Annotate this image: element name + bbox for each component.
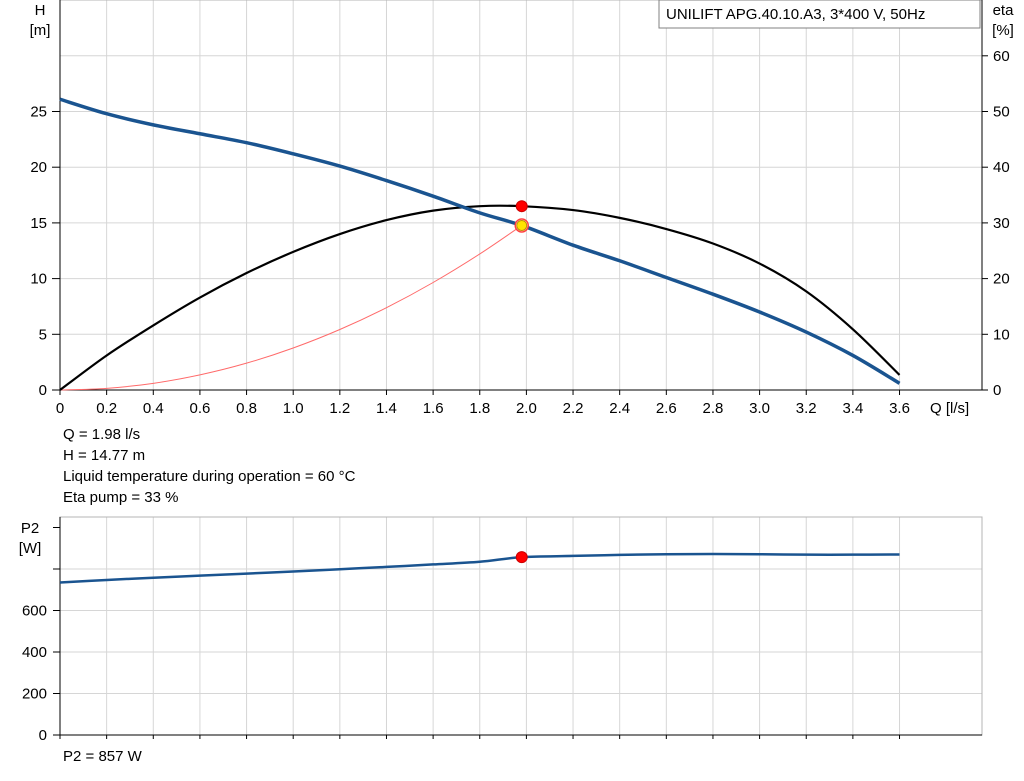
y-right-tick-label: 40	[993, 159, 1010, 176]
top-plot-axes: 0 0.2 0.4 0.6 0.8 1.0 1.2 1.4 1.6 1.8 2.0 2.2 2.4 2.6…	[30, 0, 1010, 417]
bottom-plot-series	[59, 551, 900, 584]
x-tick-label: 2.2	[563, 400, 584, 417]
x-tick-label: 3.2	[796, 400, 817, 417]
x-tick-label: 0.4	[143, 400, 164, 417]
p2-tick-label: 0	[39, 727, 47, 744]
bottom-plot-grid	[59, 517, 982, 735]
p2-operating-point	[515, 551, 528, 564]
y-right-tick-label: 10	[993, 326, 1010, 343]
x-tick-label: 0	[56, 400, 64, 417]
x-tick-label: 2.6	[656, 400, 677, 417]
readout-q: Q = 1.98 l/s	[63, 426, 141, 443]
p2-tick-label: 200	[22, 686, 47, 703]
y-left-tick-label: 10	[30, 271, 47, 288]
x-tick-label: 3.6	[889, 400, 910, 417]
top-plot-grid	[59, 0, 982, 390]
x-tick-label: 1.8	[469, 400, 490, 417]
y-right-tick-label: 30	[993, 215, 1010, 232]
x-tick-label: 1.0	[283, 400, 304, 417]
y-axis-left-title-line2: [m]	[30, 22, 51, 39]
y-right-tick-label: 50	[993, 104, 1010, 121]
x-tick-label: 1.4	[376, 400, 397, 417]
y-axis-right-title-line2: [%]	[992, 22, 1014, 39]
x-tick-label: 0.6	[189, 400, 210, 417]
p2-axis-title-line2: [W]	[19, 540, 42, 557]
readout-temperature: Liquid temperature during operation = 60…	[63, 468, 356, 485]
y-right-tick-label: 60	[993, 48, 1010, 65]
y-left-tick-label: 25	[30, 104, 47, 121]
x-tick-label: 1.6	[423, 400, 444, 417]
bottom-plot-frame	[59, 516, 983, 736]
x-tick-label: 0.2	[96, 400, 117, 417]
x-tick-label: 3.0	[749, 400, 770, 417]
y-left-tick-label: 15	[30, 215, 47, 232]
x-tick-label: 0.8	[236, 400, 257, 417]
x-tick-label: 1.2	[329, 400, 350, 417]
top-plot-frame	[59, 0, 983, 391]
y-right-tick-label: 20	[993, 271, 1010, 288]
head-curve	[59, 97, 901, 385]
x-tick-label: 2.0	[516, 400, 537, 417]
y-left-tick-label: 0	[39, 382, 47, 399]
p2-tick-label: 600	[22, 603, 47, 620]
p2-curve	[59, 552, 900, 584]
p2-axis-title-line1: P2	[21, 520, 39, 537]
top-plot-series	[59, 97, 901, 391]
system-curve	[59, 225, 523, 391]
chart-title: UNILIFT APG.40.10.A3, 3*400 V, 50Hz	[666, 6, 925, 23]
y-axis-left-title-line1: H	[35, 2, 46, 19]
x-tick-label: 2.4	[609, 400, 630, 417]
y-left-tick-label: 5	[39, 326, 47, 343]
y-right-tick-label: 0	[993, 382, 1001, 399]
p2-tick-label: 400	[22, 644, 47, 661]
bottom-plot-axes: 0 200 400 600	[22, 517, 982, 744]
readout-eta: Eta pump = 33 %	[63, 489, 179, 506]
x-axis-title: Q [l/s]	[930, 400, 969, 417]
chart-title-box	[658, 0, 981, 29]
y-axis-right-title-line1: eta	[993, 2, 1015, 19]
y-left-tick-label: 20	[30, 159, 47, 176]
readout-p2: P2 = 857 W	[63, 748, 142, 765]
efficiency-curve	[59, 204, 901, 391]
x-tick-label: 2.8	[703, 400, 724, 417]
efficiency-operating-point	[515, 200, 528, 213]
x-tick-label: 3.4	[842, 400, 863, 417]
readout-h: H = 14.77 m	[63, 447, 146, 464]
duty-point	[516, 219, 528, 231]
